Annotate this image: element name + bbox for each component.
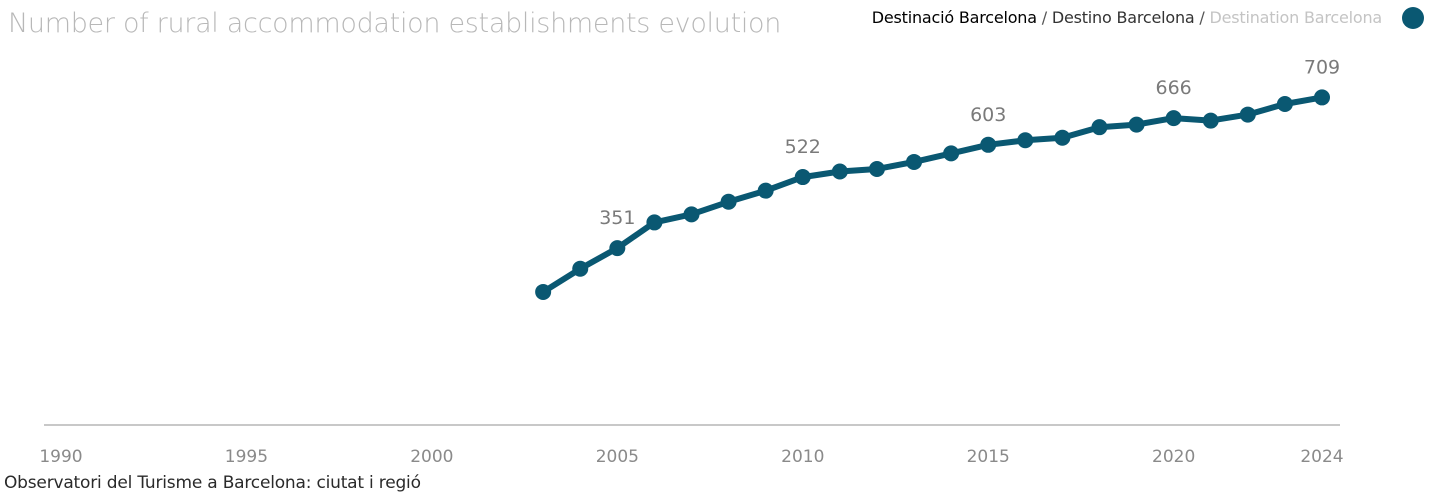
line-chart: 1990 1995 2000 2005 2010 2015 2020 2024 351 522 6… [39, 56, 1343, 467]
destination-catalan[interactable]: Destinació Barcelona [871, 8, 1037, 27]
x-tick-label-1990: 1990 [39, 447, 82, 467]
data-point-2012[interactable] [868, 160, 885, 177]
destination-spanish[interactable]: Destino Barcelona [1051, 8, 1195, 27]
data-point-2011[interactable] [831, 163, 848, 180]
data-point-2010[interactable] [794, 169, 811, 186]
series-color-dot-icon [1402, 7, 1424, 29]
data-point-2016[interactable] [1017, 132, 1034, 149]
data-point-2014[interactable] [943, 145, 960, 162]
data-point-2015[interactable] [980, 136, 997, 153]
data-point-2019[interactable] [1128, 116, 1145, 133]
destination-separator: / [1036, 8, 1052, 27]
destination-english[interactable]: Destination Barcelona [1209, 8, 1382, 27]
data-point-2021[interactable] [1202, 112, 1219, 129]
data-point-2023[interactable] [1276, 95, 1293, 112]
data-point-2013[interactable] [906, 153, 923, 170]
x-tick-label-2024: 2024 [1300, 447, 1343, 467]
destination-selector[interactable]: Destinació Barcelona / Destino Barcelona… [872, 8, 1382, 27]
data-label-2024: 709 [1304, 56, 1340, 78]
data-point-2018[interactable] [1091, 119, 1108, 136]
data-point-2008[interactable] [720, 193, 737, 210]
x-tick-label-1995: 1995 [225, 447, 268, 467]
x-tick-label-2020: 2020 [1152, 447, 1195, 467]
data-point-2022[interactable] [1239, 106, 1256, 123]
data-point-2003[interactable] [535, 283, 552, 300]
source-note: Observatori del Turisme a Barcelona: ciu… [4, 473, 421, 493]
data-point-2024[interactable] [1314, 89, 1330, 106]
data-label-2020: 666 [1156, 77, 1192, 99]
data-point-2020[interactable] [1165, 110, 1182, 127]
series-points [535, 89, 1330, 300]
data-point-2005[interactable] [609, 240, 626, 257]
x-tick-label-2015: 2015 [967, 447, 1010, 467]
destination-separator: / [1194, 8, 1210, 27]
chart-title: Number of rural accommodation establishm… [8, 8, 782, 39]
data-label-2010: 522 [785, 136, 821, 158]
series-line [540, 94, 1325, 295]
data-point-2004[interactable] [572, 260, 589, 277]
data-point-2017[interactable] [1054, 129, 1071, 146]
x-tick-label-2000: 2000 [410, 447, 453, 467]
data-label-2005: 351 [599, 207, 635, 229]
data-label-2015: 603 [970, 104, 1006, 126]
data-point-2009[interactable] [757, 182, 774, 199]
data-point-2006[interactable] [646, 214, 663, 231]
x-axis-ticks: 1990 1995 2000 2005 2010 2015 2020 2024 [39, 447, 1343, 467]
data-labels: 351 522 603 666 709 [599, 56, 1340, 229]
x-tick-label-2005: 2005 [596, 447, 639, 467]
x-tick-label-2010: 2010 [781, 447, 824, 467]
data-point-2007[interactable] [683, 206, 700, 223]
